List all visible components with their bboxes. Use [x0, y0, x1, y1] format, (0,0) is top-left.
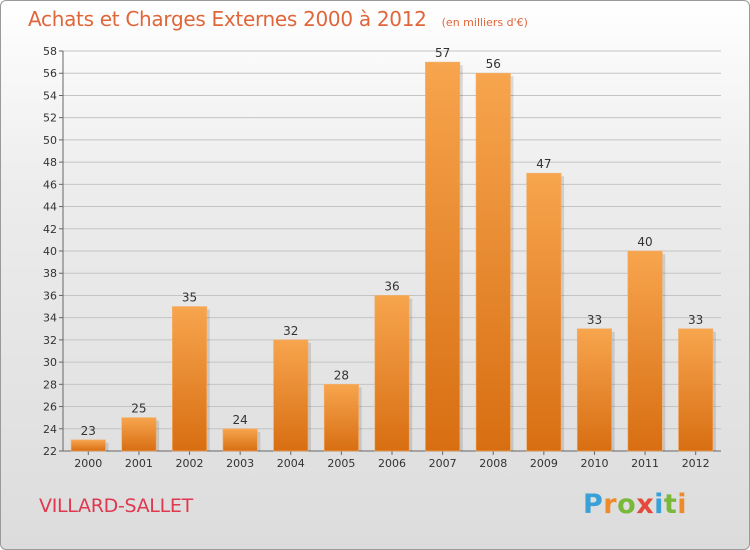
value-label: 40 — [637, 235, 652, 249]
value-label: 33 — [587, 313, 602, 327]
x-tick-label: 2009 — [530, 457, 558, 470]
x-tick-label: 2010 — [580, 457, 608, 470]
value-label: 24 — [233, 413, 248, 427]
y-tick-label: 58 — [43, 45, 57, 58]
value-label: 36 — [384, 279, 399, 293]
bars — [70, 61, 716, 452]
bar-2008 — [475, 72, 511, 452]
y-tick-label: 54 — [43, 89, 57, 102]
y-tick-label: 22 — [43, 445, 57, 458]
bar-2005 — [323, 384, 359, 452]
x-tick-label: 2011 — [631, 457, 659, 470]
value-label: 35 — [182, 291, 197, 305]
bar-2004 — [273, 339, 309, 452]
logo-letter: P — [583, 489, 604, 520]
y-tick-label: 34 — [43, 312, 57, 325]
x-tick-label: 2002 — [176, 457, 204, 470]
bar-2012 — [678, 328, 714, 452]
bar-2001 — [121, 417, 157, 452]
y-tick-label: 24 — [43, 423, 57, 436]
chart-subtitle: (en milliers d'€) — [441, 16, 528, 29]
logo-letter: o — [617, 489, 637, 520]
y-tick-label: 46 — [43, 178, 57, 191]
y-tick-label: 44 — [43, 201, 57, 214]
y-tick-label: 50 — [43, 134, 57, 147]
y-tick-label: 30 — [43, 356, 57, 369]
value-label: 47 — [536, 157, 551, 171]
y-tick-label: 26 — [43, 401, 57, 414]
value-label: 56 — [486, 57, 501, 71]
bar-2009 — [526, 172, 562, 452]
commune-name: VILLARD-SALLET — [39, 495, 193, 517]
value-label: 28 — [334, 368, 349, 382]
bar-2011 — [627, 250, 663, 452]
logo-letter: r — [603, 489, 618, 520]
value-label: 33 — [688, 313, 703, 327]
value-label: 23 — [81, 424, 96, 438]
x-tick-label: 2006 — [378, 457, 406, 470]
logo-letter: t — [663, 489, 678, 520]
logo-letter: i — [677, 489, 688, 520]
x-tick-label: 2012 — [682, 457, 710, 470]
bar-2003 — [222, 428, 258, 452]
x-tick-label: 2001 — [125, 457, 153, 470]
bar-2010 — [576, 328, 612, 452]
value-label: 32 — [283, 324, 298, 338]
x-tick-label: 2000 — [74, 457, 102, 470]
x-tick-label: 2008 — [479, 457, 507, 470]
y-tick-label: 32 — [43, 334, 57, 347]
bar-2000 — [70, 439, 106, 452]
x-tick-label: 2007 — [429, 457, 457, 470]
title-row: Achats et Charges Externes 2000 à 2012 (… — [28, 7, 528, 31]
value-label: 57 — [435, 46, 450, 60]
chart-title: Achats et Charges Externes 2000 à 2012 — [28, 7, 427, 31]
y-tick-label: 42 — [43, 223, 57, 236]
y-tick-label: 48 — [43, 156, 57, 169]
y-tick-label: 52 — [43, 112, 57, 125]
labels: 22 24 26 28 30 32 34 36 38 40 42 44 46 48 50 52 54 56 58 23… — [43, 45, 710, 470]
logo-letter: x — [636, 489, 655, 520]
x-tick-label: 2005 — [327, 457, 355, 470]
logo-letter: i — [654, 489, 664, 520]
proxiti-logo: Proxiti — [583, 489, 687, 520]
x-tick-label: 2003 — [226, 457, 254, 470]
bar-2006 — [374, 295, 410, 452]
x-tick-label: 2004 — [277, 457, 305, 470]
value-label: 25 — [131, 402, 146, 416]
bar-2002 — [172, 306, 208, 452]
y-tick-label: 40 — [43, 245, 57, 258]
y-tick-label: 56 — [43, 67, 57, 80]
y-tick-label: 28 — [43, 378, 57, 391]
y-tick-label: 36 — [43, 289, 57, 302]
y-tick-label: 38 — [43, 267, 57, 280]
bar-2007 — [425, 61, 461, 452]
